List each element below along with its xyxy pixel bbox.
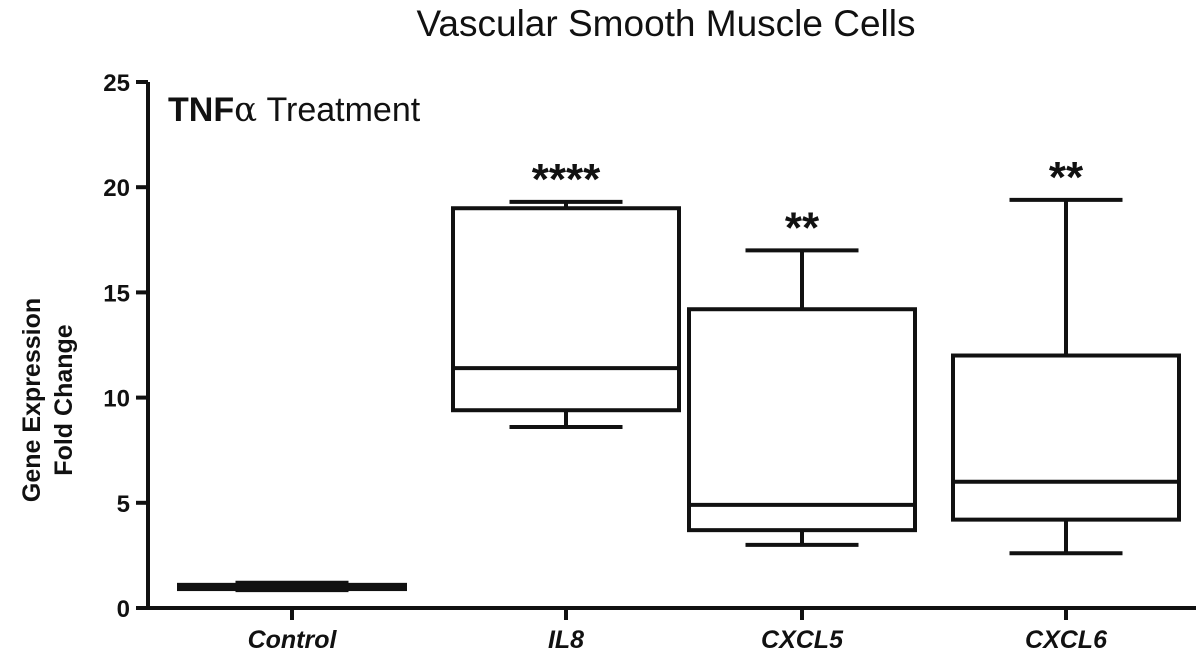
- box-cxcl6: **: [951, 153, 1181, 556]
- box-iqr: [687, 307, 917, 533]
- box-iqr: [451, 206, 681, 413]
- x-tick-label: IL8: [548, 626, 584, 654]
- y-tick-label: 20: [103, 175, 130, 202]
- y-tick-label: 0: [117, 596, 130, 623]
- y-axis-label-line-1: Gene Expression: [18, 298, 46, 502]
- box-il8: ****: [451, 155, 681, 430]
- annotation-greek: α: [234, 90, 257, 130]
- y-axis: 0 5 10 15 20 25: [103, 70, 150, 623]
- box-cxcl5: **: [687, 203, 917, 547]
- y-axis-label-line-2: Fold Change: [50, 324, 78, 475]
- significance-label: **: [785, 203, 820, 252]
- box-iqr: [951, 353, 1181, 522]
- box-control: [177, 580, 407, 593]
- y-tick-label: 15: [103, 280, 130, 307]
- y-tick-label: 25: [103, 70, 130, 97]
- x-tick-label: CXCL5: [761, 626, 844, 654]
- treatment-annotation: TNFα Treatment: [168, 90, 421, 130]
- y-tick-label: 10: [103, 386, 130, 413]
- x-tick-label: CXCL6: [1025, 626, 1108, 654]
- significance-label: **: [1049, 153, 1084, 202]
- x-tick-label: Control: [248, 626, 338, 654]
- y-axis-label: Gene Expression Fold Change: [18, 298, 78, 502]
- box-series: ********: [177, 153, 1181, 593]
- annotation-bold: TNF: [168, 91, 234, 129]
- chart-title: Vascular Smooth Muscle Cells: [417, 3, 916, 44]
- x-axis: Control IL8 CXCL5 CXCL6: [146, 606, 1196, 654]
- significance-label: ****: [532, 155, 601, 204]
- y-tick-label: 5: [117, 491, 130, 518]
- annotation-rest: Treatment: [257, 91, 421, 129]
